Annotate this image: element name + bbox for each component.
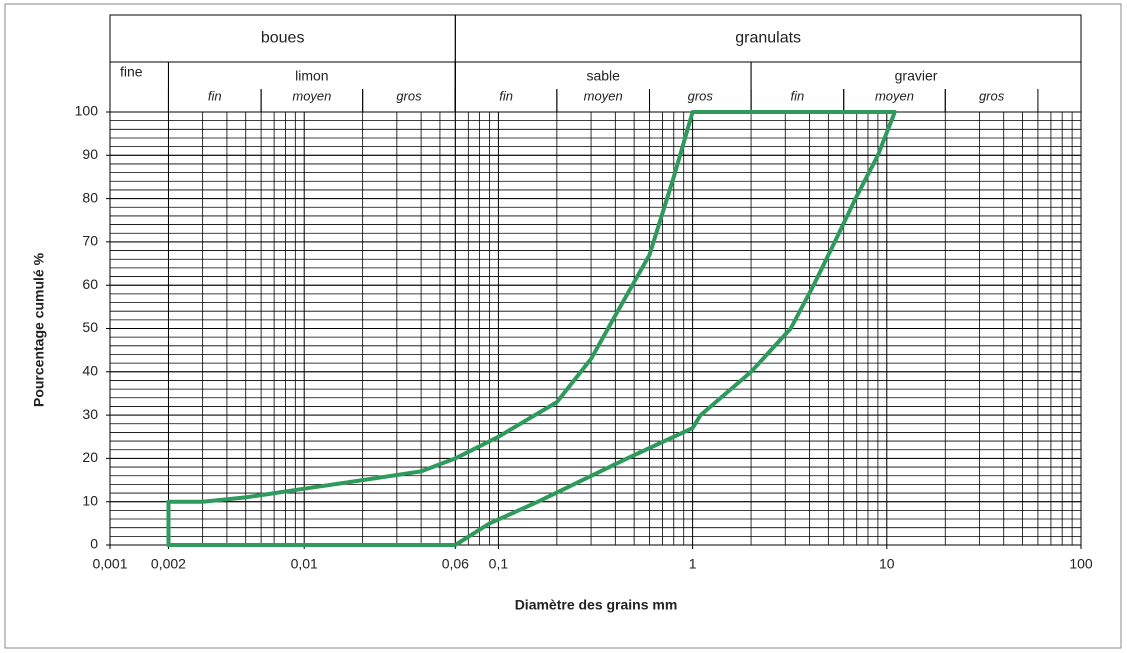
- y-tick-label: 100: [75, 103, 99, 119]
- plot-border: [109, 111, 1082, 546]
- zone-label: fin: [208, 88, 222, 103]
- y-tick-label: 90: [82, 146, 98, 162]
- y-tick-label: 10: [82, 492, 98, 508]
- x-axis-title: Diamètre des grains mm: [515, 597, 678, 613]
- zone-label: gros: [396, 88, 422, 103]
- zone-label: moyen: [875, 88, 914, 103]
- x-tick-label: 0,01: [291, 556, 318, 572]
- zone-label: gravier: [895, 68, 938, 84]
- zone-label: granulats: [735, 30, 801, 47]
- zone-label: fine: [120, 64, 143, 80]
- zone-label: limon: [295, 68, 328, 84]
- x-tick-label: 100: [1069, 556, 1093, 572]
- x-tick-label: 1: [689, 556, 697, 572]
- x-tick-label: 0,06: [442, 556, 469, 572]
- y-tick-label: 40: [82, 363, 98, 379]
- y-tick-label: 70: [82, 233, 98, 249]
- frame: [4, 3, 1122, 649]
- y-tick-label: 30: [82, 406, 98, 422]
- x-tick-label: 0,002: [151, 556, 186, 572]
- y-tick-label: 60: [82, 276, 98, 292]
- zone-label: gros: [979, 88, 1005, 103]
- zone-label: boues: [261, 30, 305, 47]
- zone-label: sable: [586, 68, 620, 84]
- y-tick-label: 80: [82, 189, 98, 205]
- x-tick-label: 0,001: [92, 556, 127, 572]
- y-tick-label: 0: [90, 536, 98, 552]
- x-tick-label: 0,1: [489, 556, 509, 572]
- x-tick-label: 10: [879, 556, 895, 572]
- data-line: [166, 110, 897, 547]
- y-axis-title: Pourcentage cumulé %: [31, 252, 47, 407]
- zone-label: fin: [499, 88, 513, 103]
- zone-label: moyen: [292, 88, 331, 103]
- zone-label: fin: [791, 88, 805, 103]
- zone-label: moyen: [584, 88, 623, 103]
- y-tick-label: 20: [82, 449, 98, 465]
- zone-label: gros: [688, 88, 714, 103]
- y-tick-label: 50: [82, 319, 98, 335]
